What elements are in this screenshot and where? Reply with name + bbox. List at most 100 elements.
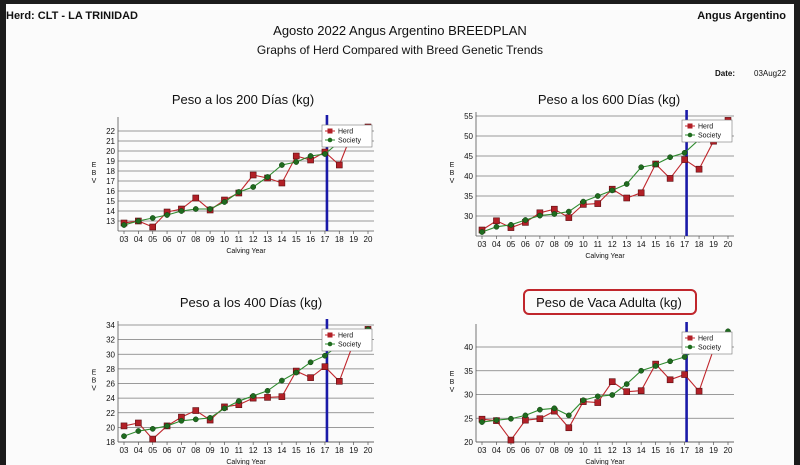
- society-point: [508, 415, 514, 422]
- y-tick-label: 45: [464, 152, 473, 161]
- x-tick-label: 04: [492, 240, 501, 249]
- x-tick-label: 14: [277, 446, 286, 455]
- x-tick-label: 18: [695, 446, 704, 455]
- x-tick-label: 11: [594, 240, 603, 249]
- society-point: [293, 369, 300, 376]
- x-axis-label: Calving Year: [585, 253, 625, 260]
- chart-title: Peso a los 400 Días (kg): [180, 295, 322, 310]
- legend-label-society: Society: [698, 133, 721, 140]
- x-tick-label: 13: [622, 446, 631, 455]
- y-tick-label: 17: [106, 177, 115, 186]
- herd-point: [637, 189, 645, 197]
- x-tick-label: 12: [608, 446, 617, 455]
- herd-point: [307, 374, 314, 381]
- charts-canvas: Peso a los 200 Días (kg)1314151617181920…: [92, 92, 734, 465]
- y-tick-label: 20: [106, 147, 115, 156]
- y-tick-label: 22: [106, 127, 115, 136]
- society-point: [121, 222, 127, 228]
- society-point: [135, 428, 142, 434]
- society-point: [221, 199, 228, 205]
- society-point: [681, 354, 688, 360]
- x-tick-label: 05: [148, 446, 157, 455]
- society-point: [250, 393, 257, 399]
- y-tick-label: 16: [106, 187, 115, 196]
- legend-label-society: Society: [698, 345, 721, 352]
- y-tick-label: 18: [106, 438, 115, 447]
- report-subtitle: Graphs of Herd Compared with Breed Genet…: [256, 43, 544, 57]
- society-point: [652, 161, 659, 168]
- herd-point: [249, 171, 257, 179]
- x-tick-label: 13: [263, 446, 272, 455]
- x-tick-label: 14: [637, 446, 646, 455]
- x-tick-label: 15: [292, 235, 301, 244]
- society-point: [307, 153, 314, 159]
- herd-point: [135, 419, 142, 427]
- x-tick-label: 07: [177, 446, 186, 455]
- x-tick-label: 08: [191, 446, 200, 455]
- y-tick-label: 35: [464, 192, 473, 201]
- society-point: [537, 406, 543, 413]
- y-tick-label: 20: [106, 423, 115, 432]
- society-point: [681, 149, 688, 156]
- herd-point: [149, 223, 157, 231]
- society-point: [609, 187, 616, 194]
- herd-point: [623, 194, 631, 202]
- x-tick-label: 09: [564, 240, 573, 249]
- x-tick-label: 03: [478, 240, 487, 249]
- herd-point: [335, 161, 343, 169]
- herd-label: Herd: CLT - LA TRINIDAD: [6, 10, 138, 22]
- x-tick-label: 16: [666, 240, 675, 249]
- herd-point: [681, 371, 688, 378]
- society-point: [250, 184, 257, 190]
- herd-point: [637, 387, 645, 395]
- society-point: [551, 211, 558, 217]
- x-axis-label: Calving Year: [226, 248, 266, 255]
- x-tick-label: 03: [120, 446, 129, 455]
- society-point: [623, 181, 630, 187]
- x-tick-label: 10: [579, 240, 588, 249]
- herd-point: [507, 436, 515, 444]
- herd-point: [292, 152, 300, 160]
- legend-label-society: Society: [338, 342, 361, 349]
- x-tick-label: 10: [579, 446, 588, 455]
- x-tick-label: 03: [120, 235, 129, 244]
- society-point: [508, 221, 514, 228]
- y-tick-label: 21: [106, 137, 115, 146]
- herd-point: [321, 363, 329, 370]
- y-tick-label: 35: [464, 367, 473, 376]
- society-point: [565, 412, 572, 419]
- herd-point: [565, 424, 573, 432]
- legend-label-herd: Herd: [698, 124, 713, 131]
- x-tick-label: 11: [594, 446, 603, 455]
- legend-marker-society: [327, 137, 333, 143]
- x-tick-label: 05: [506, 446, 515, 455]
- x-tick-label: 18: [695, 240, 704, 249]
- x-tick-label: 05: [506, 240, 515, 249]
- society-point: [537, 212, 543, 219]
- x-tick-label: 18: [335, 446, 344, 455]
- x-tick-label: 07: [535, 446, 544, 455]
- x-tick-label: 04: [492, 446, 501, 455]
- society-point: [565, 208, 572, 215]
- x-tick-label: 09: [564, 446, 573, 455]
- herd-point: [666, 376, 674, 384]
- society-point: [580, 198, 587, 205]
- legend-label-herd: Herd: [698, 336, 713, 343]
- y-tick-label: 30: [464, 391, 473, 400]
- society-point: [638, 164, 645, 171]
- x-tick-label: 06: [521, 240, 530, 249]
- x-axis-label: Calving Year: [585, 459, 625, 465]
- herd-point: [149, 435, 157, 443]
- society-point: [121, 433, 127, 439]
- y-tick-label: 25: [464, 414, 473, 423]
- society-point: [235, 189, 242, 195]
- x-tick-label: 14: [277, 235, 286, 244]
- x-tick-label: 12: [249, 235, 258, 244]
- herd-point: [565, 214, 573, 221]
- y-tick-label: 22: [106, 409, 115, 418]
- x-tick-label: 15: [651, 446, 660, 455]
- legend-label-herd: Herd: [338, 333, 353, 340]
